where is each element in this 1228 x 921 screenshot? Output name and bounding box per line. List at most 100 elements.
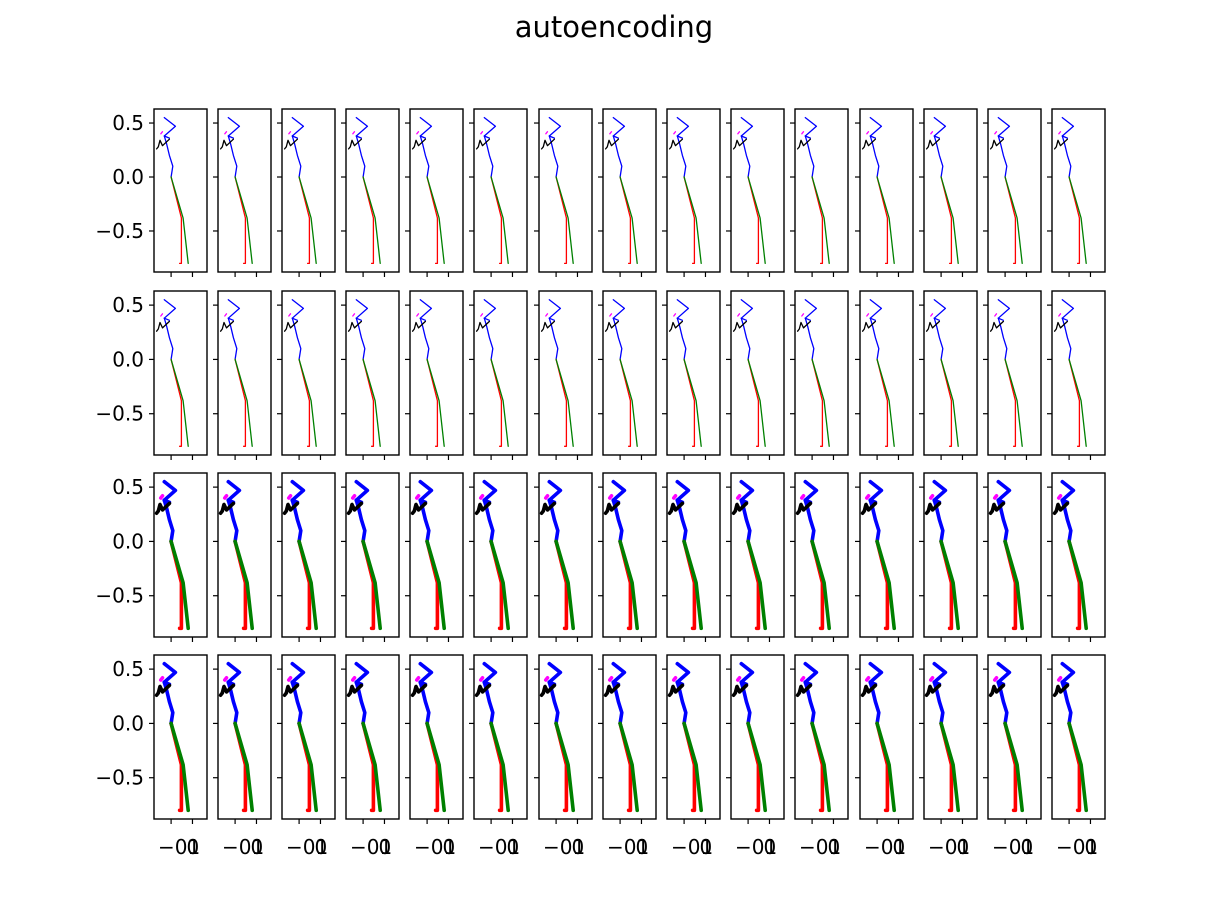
- pose-line-head: [613, 118, 624, 136]
- pose-line-hand: [353, 132, 355, 134]
- pose-line-hand: [417, 132, 419, 134]
- pose-line-hand: [931, 132, 933, 134]
- pose-line-head: [549, 664, 560, 683]
- pose-line-leg-green: [748, 359, 765, 446]
- panel-frame: [860, 291, 913, 455]
- subplot-panel: [790, 473, 848, 642]
- subplot-panel: [534, 109, 592, 277]
- pose-lines: [221, 118, 253, 264]
- pose-line-hand: [674, 678, 676, 680]
- y-tick-label: 0.5: [112, 657, 144, 681]
- subplot-panel: 0.50.0−0.5: [95, 291, 207, 460]
- pose-lines: [798, 300, 830, 447]
- pose-lines: [157, 300, 189, 447]
- y-tick-label: 0.5: [112, 475, 144, 499]
- panel-frame: [539, 291, 592, 455]
- subplot-panel: [726, 291, 784, 460]
- pose-line-hand: [995, 132, 997, 134]
- pose-lines: [349, 118, 381, 264]
- pose-line-leg-green: [491, 359, 508, 446]
- pose-line-hand: [867, 132, 869, 134]
- pose-line-hand: [738, 496, 740, 498]
- pose-line-head: [998, 118, 1009, 136]
- pose-line-head: [934, 664, 945, 683]
- pose-line-head: [549, 482, 560, 501]
- pose-lines: [477, 118, 509, 264]
- pose-lines: [734, 482, 766, 629]
- pose-line-leg-red: [299, 177, 309, 263]
- subplot-panel: −010: [919, 655, 977, 859]
- pose-line-leg-green: [363, 177, 380, 263]
- pose-line-leg-red: [171, 359, 181, 446]
- pose-line-hand: [738, 678, 740, 680]
- panel-frame: [1052, 109, 1105, 272]
- panel-frame: [410, 109, 463, 272]
- pose-line-hand: [674, 314, 676, 316]
- pose-line-head: [164, 300, 175, 319]
- subplot-panel: [405, 291, 463, 460]
- pose-line-head: [484, 300, 495, 319]
- y-tick-label: −0.5: [95, 584, 144, 608]
- pose-line-leg-green: [171, 359, 188, 446]
- pose-line-head: [741, 664, 752, 683]
- pose-lines: [863, 118, 895, 264]
- pose-line-hand: [610, 314, 612, 316]
- subplot-panel: [405, 109, 463, 277]
- subplot-panel: [726, 473, 784, 642]
- y-tick-label: 0.0: [112, 529, 144, 553]
- pose-line-hand: [802, 496, 804, 498]
- subplot-panel: [277, 473, 335, 642]
- pose-lines: [863, 300, 895, 447]
- y-tick-label: −0.5: [95, 219, 144, 243]
- pose-line-head: [292, 300, 303, 319]
- pose-lines: [863, 664, 895, 811]
- subplot-panel: [277, 109, 335, 277]
- pose-line-hand: [546, 314, 548, 316]
- panel-frame: [1052, 291, 1105, 455]
- pose-line-leg-red: [427, 177, 437, 263]
- pose-line-head: [164, 118, 175, 136]
- subplot-panel: [341, 291, 399, 460]
- subplot-panel: [919, 473, 977, 642]
- subplot-panel: −010: [983, 655, 1041, 859]
- pose-line-head: [549, 300, 560, 319]
- pose-line-hand: [161, 132, 163, 134]
- pose-line-hand: [610, 496, 612, 498]
- panel-frame: [218, 109, 271, 272]
- panel-frame: [410, 291, 463, 455]
- pose-line-hand: [161, 314, 163, 316]
- pose-lines: [606, 664, 638, 811]
- pose-line-hand: [867, 496, 869, 498]
- pose-line-head: [228, 482, 239, 501]
- pose-line-leg-red: [684, 359, 694, 446]
- pose-line-leg-red: [620, 177, 630, 263]
- pose-line-leg-red: [684, 177, 694, 263]
- x-tick-label: 0: [1020, 835, 1033, 859]
- pose-lines: [413, 118, 445, 264]
- subplot-panel: [855, 109, 913, 277]
- panel-frame: [795, 109, 848, 272]
- panel-frame: [474, 291, 527, 455]
- panel-frame: [988, 291, 1041, 455]
- y-tick-label: 0.0: [112, 165, 144, 189]
- pose-lines: [349, 664, 381, 811]
- pose-lines: [413, 300, 445, 447]
- subplot-panel: [598, 109, 656, 277]
- pose-line-hand: [995, 314, 997, 316]
- pose-line-head: [741, 300, 752, 319]
- pose-line-leg-green: [684, 359, 701, 446]
- pose-line-hand: [481, 496, 483, 498]
- pose-line-hand: [353, 314, 355, 316]
- pose-line-head: [164, 664, 175, 683]
- pose-line-head: [934, 300, 945, 319]
- pose-line-head: [164, 482, 175, 501]
- pose-line-leg-green: [299, 177, 316, 263]
- pose-line-head: [677, 118, 688, 136]
- pose-line-leg-green: [877, 359, 894, 446]
- pose-line-head: [741, 118, 752, 136]
- x-tick-label: 0: [699, 835, 712, 859]
- pose-lines: [863, 482, 895, 629]
- pose-line-head: [484, 118, 495, 136]
- pose-line-leg-green: [556, 359, 573, 446]
- pose-lines: [734, 118, 766, 264]
